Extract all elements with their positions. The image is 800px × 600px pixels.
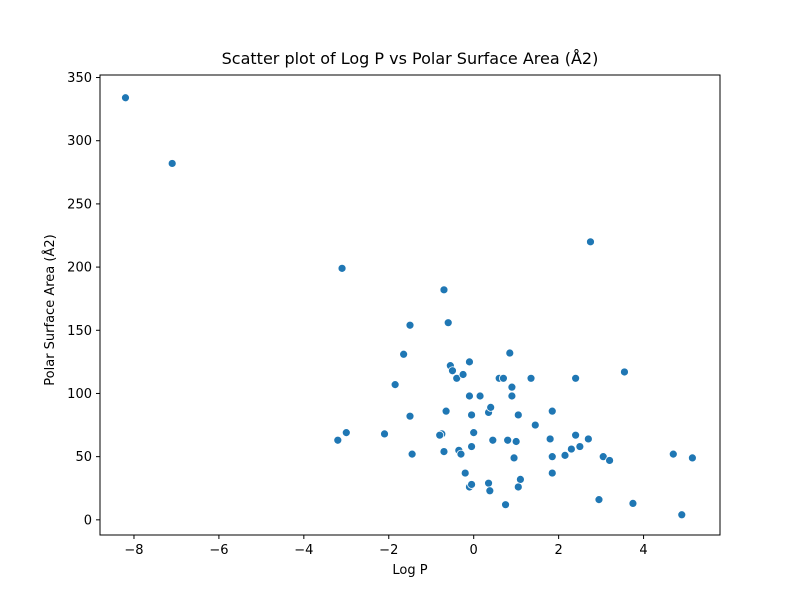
data-points [121,93,697,520]
x-axis: −8 −6 −4 −2 0 2 4 [124,535,648,558]
y-tick-label: 350 [67,71,92,86]
data-point [507,391,517,401]
data-point [390,380,400,390]
data-point [511,437,521,446]
data-point [452,373,462,383]
x-axis-label: Log P [392,563,427,578]
data-point [337,263,347,273]
data-point [405,320,415,330]
data-point [469,428,479,438]
x-tick-label: −2 [379,543,398,558]
data-point [566,444,576,454]
data-point [407,449,417,459]
y-tick-label: 250 [67,197,92,212]
x-tick-label: 0 [470,543,478,558]
data-point [594,495,604,505]
data-point [509,453,519,463]
data-point [516,474,525,484]
y-axis-label: Polar Surface Area (Å2) [42,234,58,385]
data-point [583,434,593,444]
data-point [380,429,389,439]
data-point [460,468,470,478]
data-point [560,450,570,460]
data-point [505,348,515,358]
data-point [465,391,474,401]
plot-frame [99,74,721,536]
data-point [575,442,585,451]
data-point [571,373,581,383]
data-point [456,449,466,459]
data-point [333,435,343,445]
data-point [485,486,495,496]
y-tick-label: 50 [75,450,92,465]
data-point [586,237,595,247]
data-point [441,406,451,416]
data-point [526,373,536,383]
y-tick-label: 300 [67,134,92,149]
data-point [486,402,496,412]
data-point [467,442,476,451]
data-point [620,367,629,377]
data-point [443,318,453,328]
data-point [513,482,523,492]
y-tick-label: 200 [67,261,92,276]
data-point [475,391,485,401]
x-tick-label: −8 [124,543,143,558]
data-point [547,452,557,462]
x-tick-label: 2 [554,543,562,558]
data-point [513,410,523,420]
data-point [571,430,581,440]
data-point [488,435,498,445]
data-point [484,478,493,488]
x-tick-label: 4 [639,543,647,558]
data-point [167,159,177,168]
y-tick-label: 100 [67,387,92,402]
data-point [405,411,415,421]
data-point [448,366,457,376]
data-point [687,453,697,463]
data-point [465,357,474,367]
y-axis: 0 50 100 150 200 250 300 350 [67,71,100,528]
data-point [499,373,508,383]
data-point [545,434,555,444]
data-point [458,370,468,379]
chart-title: Scatter plot of Log P vs Polar Surface A… [222,49,599,68]
plot-area [99,74,721,536]
x-tick-label: −6 [209,543,228,558]
data-point [547,468,557,478]
data-point [501,500,510,510]
data-point [628,499,638,508]
data-point [435,430,445,440]
x-tick-label: −4 [294,543,313,558]
y-tick-label: 0 [84,513,92,528]
data-point [530,420,540,430]
data-point [439,447,449,456]
data-point [507,382,517,392]
data-point [121,93,130,103]
data-point [399,349,409,359]
data-point [467,480,476,489]
y-tick-label: 150 [67,324,92,339]
data-point [677,510,687,520]
data-point [341,428,351,438]
data-point [439,285,449,295]
data-point [467,410,476,420]
data-point [547,406,557,416]
data-point [503,435,513,445]
data-point [668,449,678,459]
data-point [598,452,608,462]
data-point [605,456,614,465]
